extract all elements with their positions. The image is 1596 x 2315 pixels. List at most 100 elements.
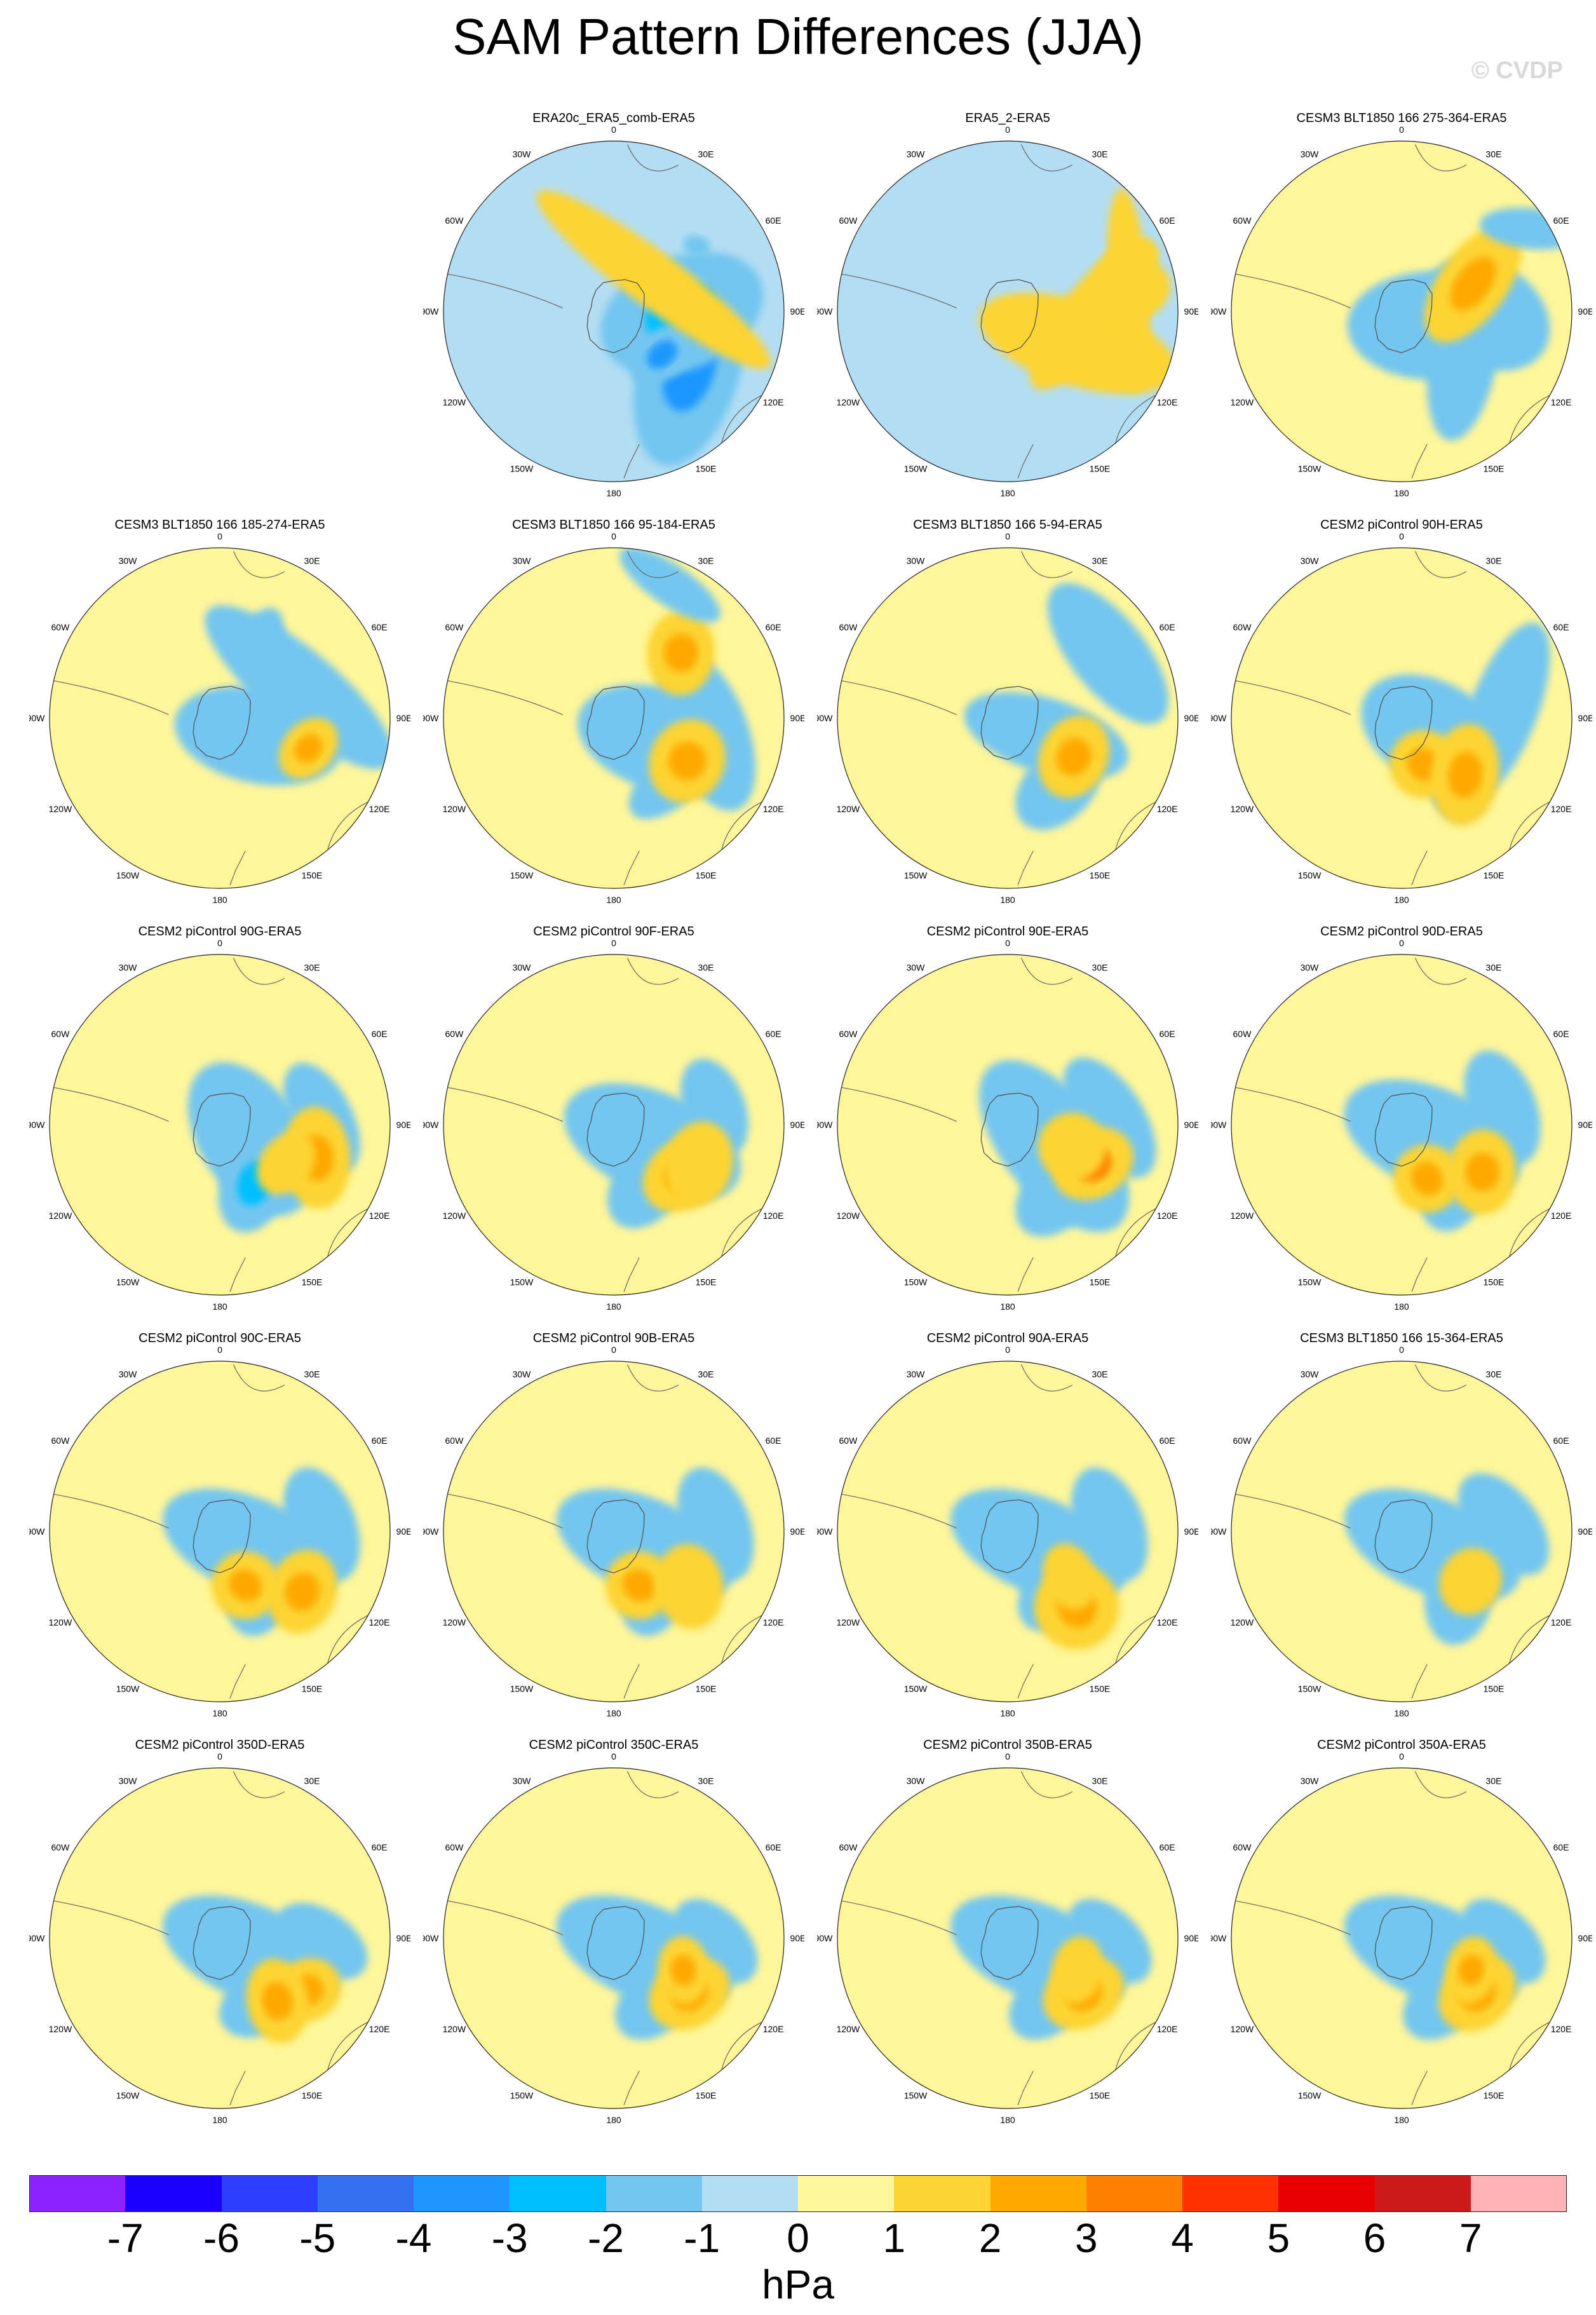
contour-core xyxy=(1411,1162,1443,1195)
longitude-label: 30W xyxy=(1301,555,1320,566)
map-panel: ERA5_2-ERA5 0 30E 60E 90E 120E 150E 180 150W 120W… xyxy=(817,111,1198,518)
longitude-label: 120W xyxy=(837,804,860,814)
africa-coastline xyxy=(233,958,285,985)
antarctica-coastline xyxy=(1374,1906,1433,1980)
longitude-label: 60E xyxy=(766,1436,781,1446)
antarctica-coastline xyxy=(1374,1092,1433,1167)
colorbar-segment xyxy=(414,2175,510,2212)
polar-map: 0 30E 60E 90E 120E 150E 180 150W 120W 90W 60W 30W xyxy=(1211,1751,1592,2125)
map-border xyxy=(1231,1361,1572,1702)
longitude-label: 90E xyxy=(396,1526,410,1537)
longitude-label: 60W xyxy=(51,622,71,632)
south-america-coastline xyxy=(447,1900,563,1936)
contour-core xyxy=(668,742,707,780)
longitude-label: 90W xyxy=(423,306,439,316)
polar-map: 0 30E 60E 90E 120E 150E 180 150W 120W 90W 60W 30W xyxy=(29,938,410,1312)
map-panel: CESM2 piControl 350D-ERA5 0 30E 60E 90E 120E 1… xyxy=(29,1738,410,2145)
south-america-coastline xyxy=(447,1493,563,1529)
colorbar-segment xyxy=(894,2175,991,2212)
longitude-label: 90E xyxy=(1184,713,1198,723)
longitude-label: 90W xyxy=(29,1526,45,1537)
panel-title: CESM2 piControl 350A-ERA5 xyxy=(1317,1738,1486,1752)
longitude-label: 150W xyxy=(510,1277,534,1287)
longitude-label: 90W xyxy=(817,1933,833,1943)
africa-coastline xyxy=(626,1771,679,1798)
longitude-label: 120W xyxy=(837,1211,860,1221)
south-america-coastline xyxy=(53,1087,169,1122)
panel-title: CESM2 piControl 90E-ERA5 xyxy=(926,925,1089,939)
longitude-label: 150E xyxy=(302,1277,323,1287)
longitude-label: 120E xyxy=(1551,2024,1572,2034)
longitude-label: 150E xyxy=(1484,1277,1505,1287)
map-panel: CESM2 piControl 350C-ERA5 0 30E 60E 90E 120E 1… xyxy=(423,1738,804,2145)
longitude-label: 60W xyxy=(445,1436,464,1446)
longitude-label: 30W xyxy=(1301,1775,1320,1786)
map-border xyxy=(1231,140,1572,482)
longitude-label: 180 xyxy=(212,1301,227,1312)
polar-map: 0 30E 60E 90E 120E 150E 180 150W 120W 90W 60W 30W xyxy=(29,531,410,905)
colorbar-tick-label: 6 xyxy=(1363,2215,1386,2261)
longitude-label: 60W xyxy=(445,215,464,226)
longitude-label: 150W xyxy=(510,464,534,474)
longitude-label: 90E xyxy=(1184,1120,1198,1130)
map-border xyxy=(49,954,391,1296)
south-america-coastline xyxy=(841,1900,957,1936)
colorbar-segment xyxy=(605,2175,702,2212)
longitude-label: 150E xyxy=(302,871,323,881)
longitude-label: 150E xyxy=(1090,2091,1111,2101)
contour-core xyxy=(262,1981,293,2020)
polar-map: 0 30E 60E 90E 120E 150E 180 150W 120W 90W 60W 30W xyxy=(423,938,804,1312)
panel-title: CESM3 BLT1850 166 185-274-ERA5 xyxy=(114,518,325,532)
colorbar-tick-label: 7 xyxy=(1459,2215,1482,2261)
longitude-label: 60E xyxy=(372,1029,388,1039)
colorbar-frame xyxy=(29,2175,1567,2212)
longitude-label: 60W xyxy=(51,1842,71,1852)
africa-coastline xyxy=(1414,551,1467,578)
longitude-label: 60E xyxy=(1160,215,1175,226)
longitude-label: 150W xyxy=(116,1277,140,1287)
longitude-label: 120W xyxy=(837,1617,860,1627)
longitude-label: 150W xyxy=(904,1684,928,1694)
longitude-label: 60W xyxy=(445,1029,464,1039)
longitude-label: 180 xyxy=(1000,488,1015,498)
new-zealand-coastline xyxy=(623,2070,640,2105)
longitude-label: 150E xyxy=(302,2091,323,2101)
longitude-label: 120E xyxy=(369,2024,390,2034)
polar-map: 0 30E 60E 90E 120E 150E 180 150W 120W 90W 60W 30W xyxy=(423,531,804,905)
map-border xyxy=(1231,1767,1572,2109)
longitude-label: 180 xyxy=(1000,1301,1015,1312)
longitude-label: 60W xyxy=(1233,1029,1252,1039)
longitude-label: 60E xyxy=(1160,622,1175,632)
panel-title: CESM3 BLT1850 166 15-364-ERA5 xyxy=(1300,1331,1503,1345)
longitude-label: 60E xyxy=(766,622,781,632)
polar-map: 0 30E 60E 90E 120E 150E 180 150W 120W 90W 60W 30W xyxy=(1211,125,1592,498)
africa-coastline xyxy=(233,1771,285,1798)
colorbar-segment xyxy=(29,2175,126,2212)
polar-map: 0 30E 60E 90E 120E 150E 180 150W 120W 90W 60W 30W xyxy=(817,1345,1198,1718)
colorbar-segment xyxy=(510,2175,606,2212)
longitude-label: 60W xyxy=(51,1029,71,1039)
longitude-label: 60E xyxy=(1160,1029,1175,1039)
map-panel: CESM3 BLT1850 166 95-184-ERA5 0 30E 60E 90E 1… xyxy=(423,518,804,925)
panel-title: CESM2 piControl 90A-ERA5 xyxy=(926,1331,1089,1345)
longitude-label: 30E xyxy=(698,1775,714,1786)
contour-region xyxy=(1047,583,1169,724)
new-zealand-coastline xyxy=(1017,444,1034,479)
colorbar-segment xyxy=(990,2175,1086,2212)
longitude-label: 120W xyxy=(443,1617,466,1627)
contour-core xyxy=(670,1955,696,1986)
longitude-label: 120E xyxy=(1157,1617,1178,1627)
longitude-label: 180 xyxy=(1394,895,1409,905)
polar-map: 0 30E 60E 90E 120E 150E 180 150W 120W 90W 60W 30W xyxy=(817,938,1198,1312)
africa-coastline xyxy=(233,551,285,578)
longitude-label: 90W xyxy=(817,1120,833,1130)
longitude-label: 150W xyxy=(904,871,928,881)
longitude-label: 90E xyxy=(1578,1120,1592,1130)
longitude-label: 150W xyxy=(116,871,140,881)
contour-region xyxy=(1071,1467,1148,1582)
map-border xyxy=(837,140,1179,482)
antarctica-coastline xyxy=(586,279,645,353)
longitude-label: 180 xyxy=(606,1708,621,1718)
antarctica-coastline xyxy=(980,279,1039,353)
longitude-label: 60E xyxy=(1553,1842,1569,1852)
